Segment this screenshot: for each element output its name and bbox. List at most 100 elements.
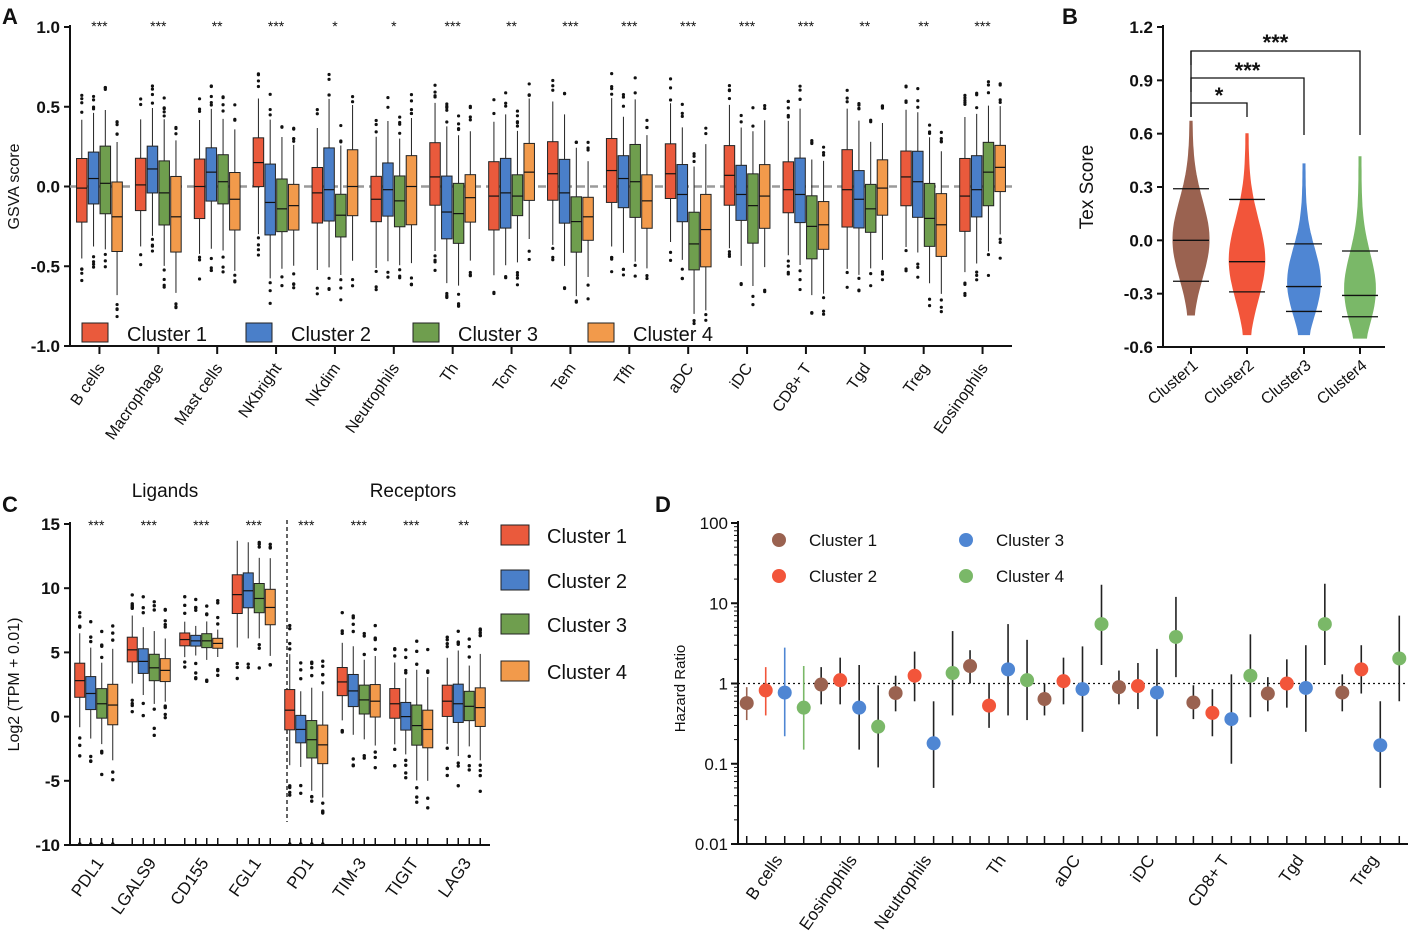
panel-a-outlier <box>233 117 237 121</box>
panel-a-outlier <box>904 84 908 88</box>
panel-c-outlier <box>478 763 482 767</box>
panel-a-significance: *** <box>798 18 815 34</box>
panel-c-group-label-receptors: Receptors <box>370 481 457 502</box>
panel-c-outlier <box>216 601 220 605</box>
panel-c-outlier <box>299 661 303 665</box>
panel-a-outlier <box>633 76 637 80</box>
panel-a-outlier <box>692 159 696 164</box>
panel-c-outlier <box>351 614 355 618</box>
panel-d-legend-marker-cluster-3 <box>959 533 973 547</box>
panel-a-outlier <box>197 109 202 113</box>
panel-a-box-neutrophils-cluster-4 <box>405 155 418 226</box>
panel-a-outlier <box>150 92 155 97</box>
panel-c-outlier <box>362 652 366 657</box>
panel-c-outlier <box>194 605 198 610</box>
panel-d-point-b-cells-cluster-2 <box>758 683 773 698</box>
panel-a-outlier <box>139 253 143 257</box>
panel-a-box-nkdim-cluster-2 <box>323 147 335 222</box>
panel-d-point-cd8-t-cluster-3 <box>1224 712 1239 727</box>
panel-a-outlier <box>798 269 802 273</box>
panel-c-outlier <box>152 608 156 612</box>
panel-c-outlier <box>183 660 187 664</box>
panel-a-outlier <box>621 95 626 99</box>
panel-a-outlier <box>668 77 673 81</box>
panel-a-outlier <box>692 154 696 158</box>
panel-c-outlier <box>89 754 93 759</box>
panel-a-outlier <box>339 140 343 144</box>
panel-a-x-label-neutrophils: Neutrophils <box>343 361 403 437</box>
panel-a-x-label-tcm: Tcm <box>490 361 521 395</box>
panel-a-outlier <box>445 104 449 108</box>
panel-a-significance: *** <box>739 18 756 34</box>
panel-a-box-b-cells-cluster-1 <box>76 158 88 223</box>
panel-a-box-tfh-cluster-2 <box>617 155 630 209</box>
panel-a-box-nkbright-cluster-4 <box>287 183 300 231</box>
panel-a-outlier <box>492 98 496 102</box>
panel-c-outlier <box>89 842 93 846</box>
panel-b-y-tick-label: 1.2 <box>1129 18 1153 37</box>
panel-a-outlier <box>821 309 826 313</box>
panel-a-outlier <box>456 127 461 132</box>
panel-a-outlier <box>374 269 378 274</box>
panel-a-y-tick-label: -1.0 <box>31 337 60 356</box>
panel-a-box-mast-cells-cluster-4 <box>229 172 241 231</box>
panel-a-outlier <box>963 102 967 107</box>
panel-a-outlier <box>821 153 826 157</box>
panel-c-legend-swatch-cluster-3 <box>500 613 530 635</box>
panel-a-outlier <box>845 96 849 100</box>
panel-a-y-tick-label: 1.0 <box>36 18 60 37</box>
panel-a-outlier <box>80 110 84 114</box>
panel-a-outlier <box>610 270 614 274</box>
panel-b-violin-cluster4 <box>1344 156 1376 339</box>
panel-a-x-label-tgd: Tgd <box>844 361 874 393</box>
panel-a-outlier <box>916 265 920 269</box>
panel-d-point-adc-cluster-2 <box>1056 674 1071 689</box>
panel-a-outlier <box>504 91 508 95</box>
panel-d-point-tgd-cluster-3 <box>1298 680 1313 695</box>
panel-a-outlier <box>492 111 496 116</box>
panel-a-outlier <box>398 131 402 135</box>
panel-a-outlier <box>209 103 213 107</box>
panel-a-legend-swatch-cluster-4 <box>587 322 615 343</box>
panel-a-outlier <box>916 262 920 266</box>
panel-d-point-treg-cluster-1 <box>1335 685 1350 700</box>
panel-c-outlier <box>111 631 115 635</box>
panel-a-significance: ** <box>859 18 870 34</box>
panel-b-y-tick-label: 0.3 <box>1129 178 1153 197</box>
panel-a-outlier <box>162 277 166 282</box>
panel-a-outlier <box>668 86 673 90</box>
panel-c-outlier <box>288 790 292 795</box>
panel-c-legend-label-cluster-1: Cluster 1 <box>547 526 627 548</box>
panel-a-outlier <box>115 122 119 127</box>
panel-c-outlier <box>445 641 449 646</box>
panel-c-outlier <box>130 593 134 597</box>
panel-c-outlier <box>152 603 156 608</box>
panel-a-outlier <box>492 291 496 296</box>
panel-a-outlier <box>268 113 272 117</box>
panel-a-outlier <box>692 152 696 156</box>
panel-a-outlier <box>986 252 991 257</box>
panel-c-outlier <box>321 810 325 814</box>
panel-c-outlier <box>78 842 82 846</box>
panel-a-outlier <box>998 256 1002 260</box>
panel-a-outlier <box>292 139 296 143</box>
panel-a-outlier <box>256 79 261 83</box>
panel-a-outlier <box>433 254 437 258</box>
panel-a-outlier <box>975 93 979 97</box>
panel-a-outlier <box>139 102 143 107</box>
panel-a-box-eosinophils-cluster-2 <box>970 155 983 218</box>
panel-d-point-treg-cluster-3 <box>1373 738 1388 753</box>
panel-b-violin-cluster1 <box>1172 120 1210 316</box>
panel-c-outlier <box>393 654 397 658</box>
panel-c-outlier <box>235 665 239 670</box>
panel-a-outlier <box>256 253 261 257</box>
panel-c-outlier <box>299 791 303 795</box>
panel-a-outlier <box>645 125 649 130</box>
panel-a-outlier <box>209 266 213 270</box>
panel-c-outlier <box>351 629 355 634</box>
panel-a-outlier <box>339 123 343 128</box>
panel-a-outlier <box>150 237 155 241</box>
panel-a-box-th-cluster-4 <box>464 174 477 223</box>
panel-a-outlier <box>610 87 614 91</box>
panel-c-significance: *** <box>351 517 368 533</box>
